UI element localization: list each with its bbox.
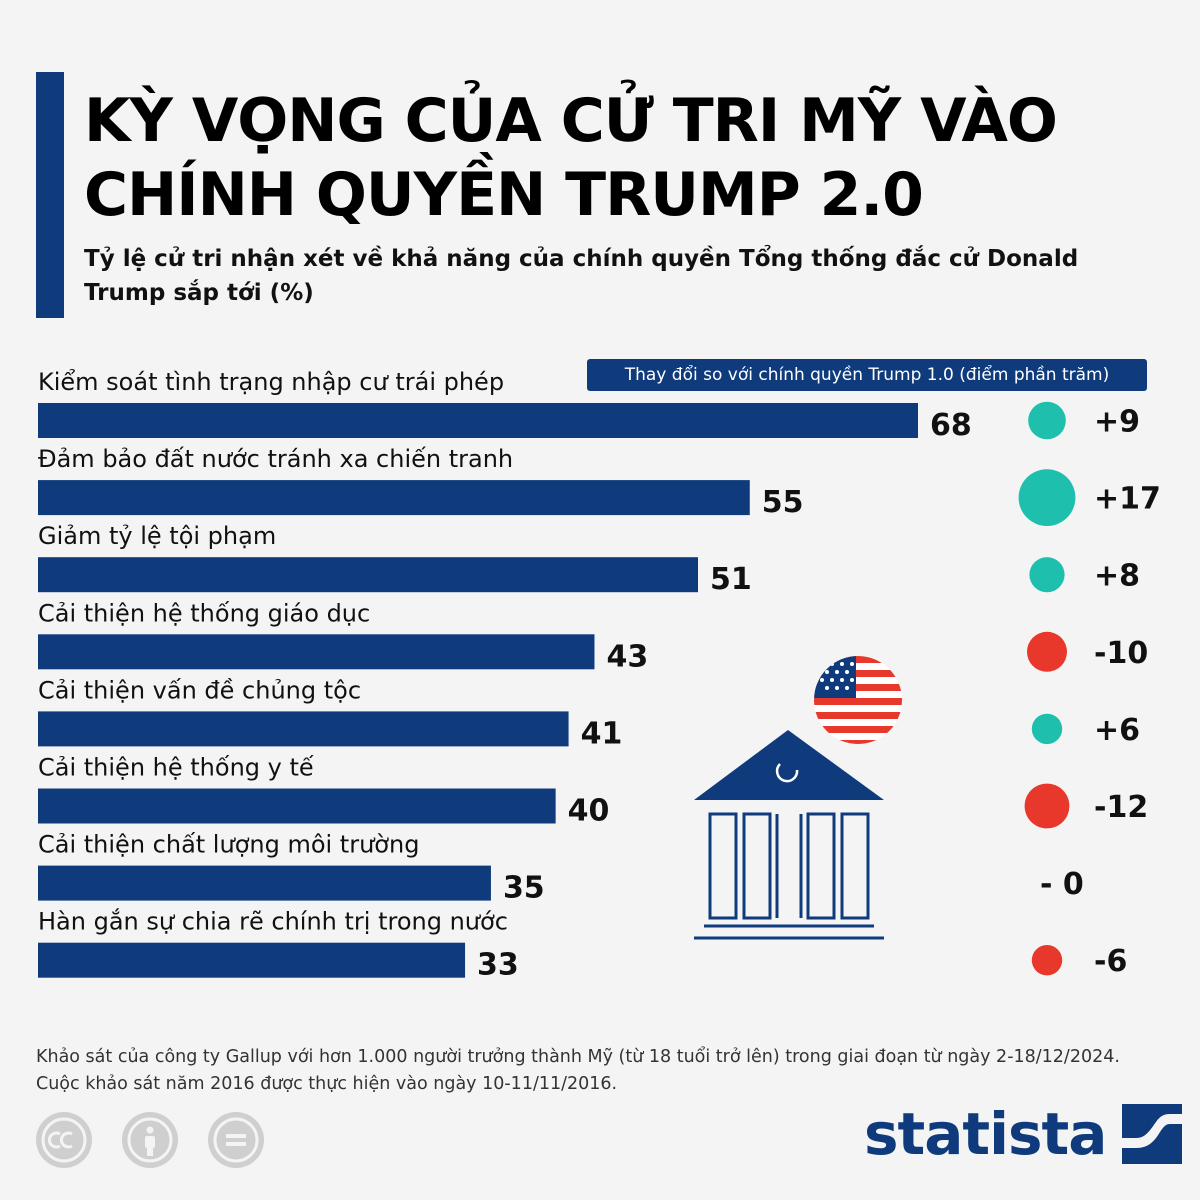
title-accent-bar bbox=[36, 72, 64, 318]
value-label: 51 bbox=[710, 562, 752, 597]
change-dot bbox=[1031, 713, 1063, 745]
category-label: Hàn gắn sự chia rẽ chính trị trong nước bbox=[38, 907, 508, 936]
category-label: Đảm bảo đất nước tránh xa chiến tranh bbox=[38, 445, 513, 473]
change-label: -10 bbox=[1094, 636, 1148, 671]
value-label: 41 bbox=[581, 716, 623, 751]
bar-chart: Kiểm soát tình trạng nhập cư trái phép 68… bbox=[38, 368, 1161, 983]
change-dot bbox=[1018, 469, 1076, 526]
source-note: Khảo sát của công ty Gallup với hơn 1.00… bbox=[36, 1047, 1120, 1094]
value-label: 55 bbox=[762, 485, 804, 520]
cc-icon[interactable] bbox=[36, 1112, 92, 1168]
page-subtitle: Tỷ lệ cử tri nhận xét về khả năng của ch… bbox=[84, 246, 1079, 306]
value-label: 40 bbox=[568, 794, 610, 829]
bar bbox=[38, 480, 750, 516]
category-label: Cải thiện vấn đề chủng tộc bbox=[38, 676, 361, 704]
license-icons bbox=[36, 1112, 264, 1168]
bar bbox=[38, 942, 466, 978]
statista-logo[interactable]: statista bbox=[864, 1098, 1183, 1170]
category-label: Cải thiện hệ thống giáo dục bbox=[38, 599, 370, 627]
value-label: 43 bbox=[606, 639, 648, 674]
change-dot bbox=[1024, 783, 1070, 829]
change-dot bbox=[1029, 557, 1065, 593]
change-label: +8 bbox=[1094, 559, 1140, 594]
by-icon[interactable] bbox=[122, 1112, 178, 1168]
change-label: - 0 bbox=[1040, 867, 1084, 902]
brand-name: statista bbox=[864, 1100, 1107, 1168]
category-label: Cải thiện hệ thống y tế bbox=[38, 754, 314, 782]
change-label: +9 bbox=[1094, 405, 1140, 440]
change-dot bbox=[1028, 401, 1066, 440]
value-label: 68 bbox=[930, 408, 972, 443]
bar bbox=[38, 711, 569, 747]
change-dot bbox=[1031, 945, 1063, 976]
statista-mark-icon bbox=[1122, 1104, 1183, 1164]
category-label: Giảm tỷ lệ tội phạm bbox=[38, 522, 276, 550]
change-dot bbox=[1027, 631, 1067, 672]
bar bbox=[38, 788, 556, 824]
change-label: +17 bbox=[1094, 482, 1161, 517]
change-label: +6 bbox=[1094, 713, 1140, 748]
value-label: 33 bbox=[477, 948, 519, 983]
change-legend: Thay đổi so với chính quyền Trump 1.0 (đ… bbox=[587, 359, 1147, 391]
bar bbox=[38, 557, 698, 593]
bar bbox=[38, 865, 491, 901]
category-label: Kiểm soát tình trạng nhập cư trái phép bbox=[38, 368, 504, 396]
government-building-icon bbox=[694, 730, 884, 940]
bar bbox=[38, 403, 918, 438]
bars-layer: Kiểm soát tình trạng nhập cư trái phép 68… bbox=[38, 368, 1161, 983]
category-label: Cải thiện chất lượng môi trường bbox=[38, 831, 419, 859]
page-title: KỲ VỌNG CỦA CỬ TRI MỸ VÀO CHÍNH QUYỀN TR… bbox=[84, 86, 1058, 230]
change-label: -6 bbox=[1094, 944, 1127, 979]
us-flag-icon bbox=[814, 656, 902, 744]
change-label: -12 bbox=[1094, 790, 1148, 825]
nd-icon[interactable] bbox=[208, 1112, 264, 1168]
bar bbox=[38, 634, 595, 670]
value-label: 35 bbox=[503, 871, 545, 906]
